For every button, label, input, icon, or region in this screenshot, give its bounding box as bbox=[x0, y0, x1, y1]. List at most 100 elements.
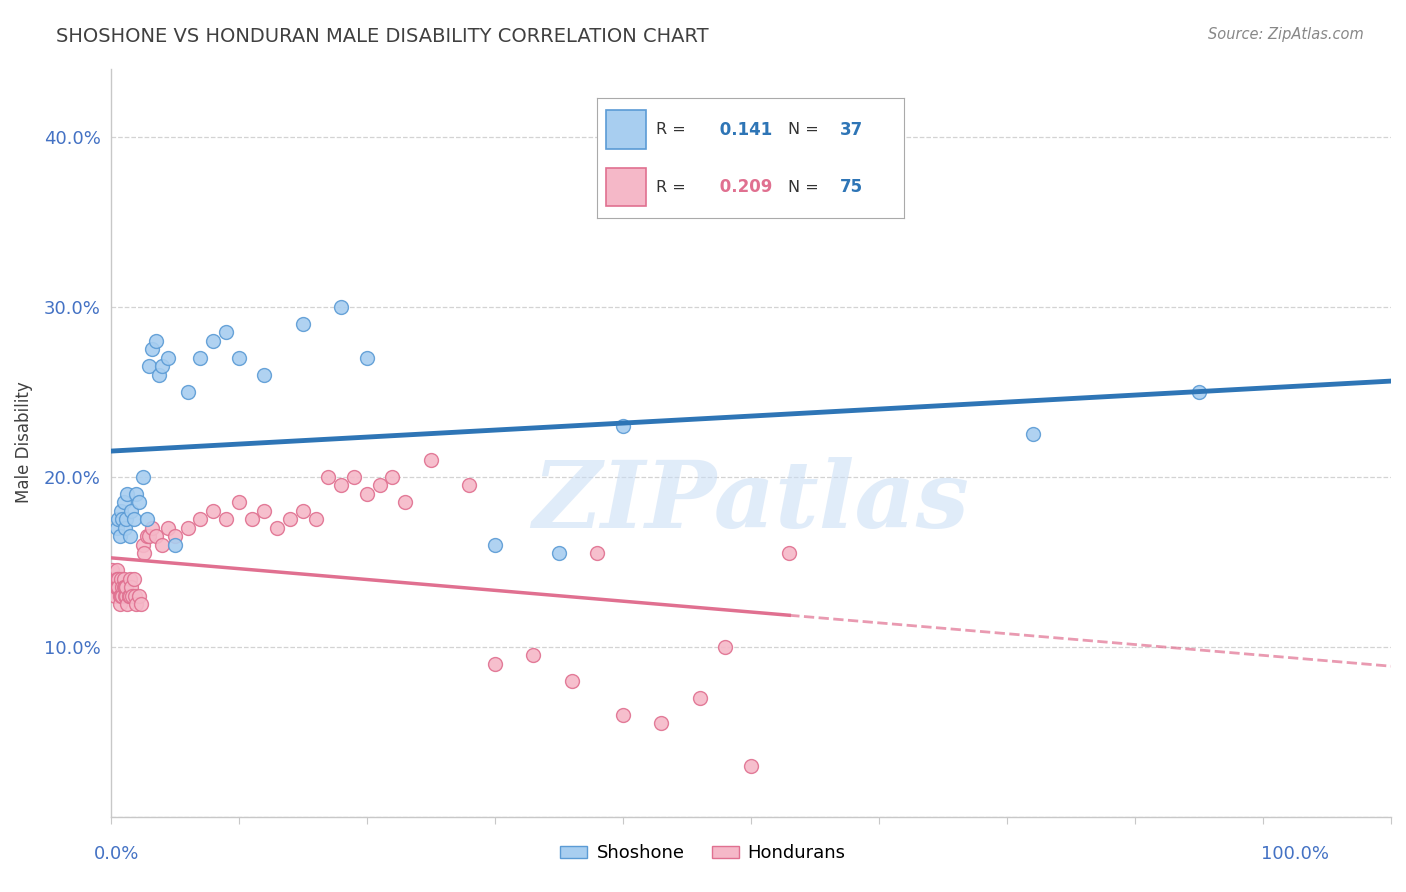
Point bbox=[114, 520, 136, 534]
Point bbox=[215, 325, 238, 339]
Point bbox=[108, 597, 131, 611]
Point bbox=[381, 469, 404, 483]
Point bbox=[202, 334, 225, 348]
Point bbox=[561, 673, 583, 688]
Point bbox=[157, 351, 180, 365]
Point bbox=[1188, 384, 1211, 399]
Point bbox=[110, 572, 132, 586]
Point bbox=[115, 580, 138, 594]
Point bbox=[778, 546, 800, 560]
Point bbox=[125, 486, 148, 500]
Point bbox=[689, 690, 711, 705]
Point bbox=[278, 512, 301, 526]
Point bbox=[228, 351, 250, 365]
Point bbox=[103, 572, 125, 586]
Text: ZIPatlas: ZIPatlas bbox=[533, 458, 969, 548]
Point bbox=[163, 537, 186, 551]
Point bbox=[419, 452, 441, 467]
Point bbox=[112, 580, 135, 594]
Point bbox=[176, 520, 198, 534]
Point bbox=[117, 589, 139, 603]
Point bbox=[330, 478, 353, 492]
Point bbox=[330, 300, 353, 314]
Point bbox=[163, 529, 186, 543]
Point bbox=[108, 529, 131, 543]
Point bbox=[132, 469, 155, 483]
Point bbox=[117, 597, 139, 611]
Point bbox=[110, 503, 132, 517]
Point bbox=[253, 368, 276, 382]
Point bbox=[111, 589, 134, 603]
Y-axis label: Male Disability: Male Disability bbox=[15, 382, 32, 503]
Text: Source: ZipAtlas.com: Source: ZipAtlas.com bbox=[1208, 27, 1364, 42]
Point bbox=[115, 589, 138, 603]
Text: 100.0%: 100.0% bbox=[1261, 846, 1329, 863]
Point bbox=[128, 495, 150, 509]
Point bbox=[111, 580, 134, 594]
Point bbox=[107, 572, 129, 586]
Point bbox=[145, 334, 167, 348]
Point bbox=[112, 572, 135, 586]
Point bbox=[104, 572, 127, 586]
Point bbox=[105, 572, 128, 586]
Point bbox=[266, 520, 288, 534]
Point bbox=[108, 589, 131, 603]
Point bbox=[138, 359, 160, 373]
Point bbox=[714, 640, 737, 654]
Point bbox=[291, 503, 314, 517]
Point bbox=[343, 469, 366, 483]
Point bbox=[135, 529, 157, 543]
Point bbox=[188, 512, 211, 526]
Point bbox=[215, 512, 238, 526]
Point bbox=[132, 546, 155, 560]
Point bbox=[131, 597, 153, 611]
Point bbox=[104, 580, 127, 594]
Point bbox=[650, 716, 672, 731]
Point bbox=[141, 520, 163, 534]
Text: SHOSHONE VS HONDURAN MALE DISABILITY CORRELATION CHART: SHOSHONE VS HONDURAN MALE DISABILITY COR… bbox=[56, 27, 709, 45]
Point bbox=[101, 563, 124, 577]
Point bbox=[148, 368, 170, 382]
Point bbox=[111, 512, 134, 526]
Point bbox=[740, 758, 762, 772]
Point bbox=[120, 503, 142, 517]
Point bbox=[120, 580, 142, 594]
Point bbox=[586, 546, 609, 560]
Point bbox=[522, 648, 544, 662]
Point bbox=[176, 384, 198, 399]
Point bbox=[121, 589, 143, 603]
Point bbox=[138, 529, 160, 543]
Point bbox=[114, 589, 136, 603]
Point bbox=[368, 478, 391, 492]
Point bbox=[122, 512, 145, 526]
Point bbox=[103, 580, 125, 594]
Point bbox=[117, 486, 139, 500]
Point bbox=[112, 495, 135, 509]
Point bbox=[135, 512, 157, 526]
Point bbox=[132, 537, 155, 551]
Point bbox=[150, 537, 173, 551]
Point bbox=[394, 495, 416, 509]
Point bbox=[115, 512, 138, 526]
Point bbox=[150, 359, 173, 373]
Point bbox=[105, 563, 128, 577]
Point bbox=[188, 351, 211, 365]
Point bbox=[145, 529, 167, 543]
Point bbox=[612, 418, 634, 433]
Point bbox=[107, 512, 129, 526]
Point bbox=[484, 537, 506, 551]
Point bbox=[105, 520, 128, 534]
Point bbox=[318, 469, 340, 483]
Point bbox=[253, 503, 276, 517]
Point bbox=[103, 580, 125, 594]
Point bbox=[202, 503, 225, 517]
Point bbox=[118, 529, 141, 543]
Point bbox=[110, 589, 132, 603]
Point bbox=[291, 317, 314, 331]
Point bbox=[157, 520, 180, 534]
Point bbox=[141, 342, 163, 356]
Point bbox=[118, 589, 141, 603]
Point bbox=[356, 486, 378, 500]
Point bbox=[458, 478, 481, 492]
Point bbox=[103, 589, 125, 603]
